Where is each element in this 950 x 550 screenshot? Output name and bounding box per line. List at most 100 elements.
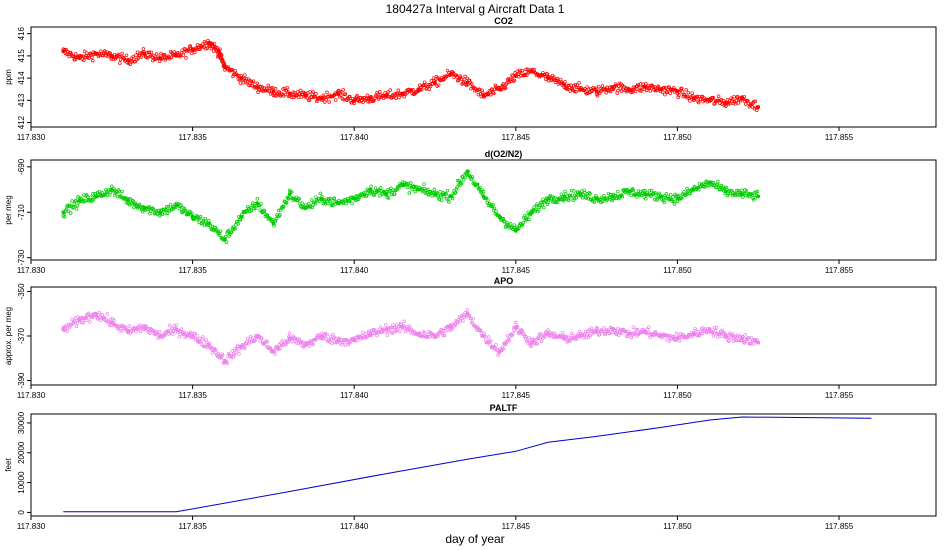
data-point bbox=[287, 91, 292, 96]
data-point bbox=[287, 192, 292, 197]
data-point bbox=[756, 340, 761, 345]
data-point bbox=[389, 96, 394, 100]
data-point bbox=[522, 73, 527, 77]
data-point bbox=[638, 82, 643, 86]
data-point bbox=[77, 56, 82, 61]
data-point bbox=[388, 88, 392, 92]
data-point bbox=[386, 90, 390, 94]
figure-title: 180427a Interval g Aircraft Data 1 bbox=[386, 2, 565, 16]
data-point bbox=[244, 209, 248, 213]
data-point bbox=[350, 201, 354, 206]
data-point bbox=[158, 56, 163, 61]
y-axis-label: feet bbox=[4, 458, 13, 472]
data-point bbox=[392, 326, 397, 330]
data-point bbox=[198, 215, 203, 219]
x-tick-label: 117.840 bbox=[340, 266, 369, 275]
data-point bbox=[643, 329, 648, 334]
data-point bbox=[279, 343, 284, 347]
data-point bbox=[503, 85, 508, 90]
data-point bbox=[174, 327, 179, 332]
data-point bbox=[696, 100, 701, 105]
data-point bbox=[666, 85, 671, 89]
data-point bbox=[629, 335, 633, 340]
data-point bbox=[520, 68, 525, 73]
data-point bbox=[545, 72, 550, 76]
data-point bbox=[478, 88, 482, 92]
data-point bbox=[319, 96, 324, 101]
data-point bbox=[677, 93, 681, 97]
data-point bbox=[744, 189, 749, 193]
x-tick-label: 117.830 bbox=[17, 266, 46, 275]
data-point bbox=[384, 327, 389, 332]
data-point bbox=[74, 198, 78, 203]
data-point bbox=[396, 325, 401, 329]
data-point bbox=[356, 197, 361, 201]
data-point bbox=[373, 186, 378, 190]
data-point bbox=[542, 334, 547, 339]
data-point bbox=[368, 187, 373, 192]
data-point bbox=[508, 222, 513, 226]
data-point bbox=[469, 317, 473, 321]
y-tick-label: -710 bbox=[17, 204, 26, 221]
data-point bbox=[508, 77, 512, 81]
data-point bbox=[511, 79, 516, 83]
data-point bbox=[616, 189, 620, 194]
data-point bbox=[740, 336, 745, 341]
data-point bbox=[251, 335, 255, 340]
data-point bbox=[594, 196, 599, 201]
data-point bbox=[675, 336, 680, 341]
data-point bbox=[357, 99, 362, 104]
data-point bbox=[219, 356, 224, 360]
data-point bbox=[501, 216, 506, 221]
plot-frame bbox=[30, 413, 937, 517]
data-point bbox=[238, 81, 243, 85]
data-point bbox=[279, 208, 283, 212]
data-point bbox=[449, 71, 454, 76]
data-point bbox=[287, 331, 292, 335]
data-point bbox=[634, 327, 639, 332]
data-point bbox=[684, 87, 688, 92]
data-point bbox=[96, 317, 100, 321]
data-point bbox=[619, 331, 624, 335]
data-point bbox=[524, 67, 528, 72]
data-point bbox=[578, 334, 583, 338]
x-tick-label: 117.855 bbox=[825, 391, 854, 400]
data-point bbox=[306, 201, 311, 206]
data-point bbox=[363, 190, 367, 195]
data-point bbox=[610, 194, 615, 199]
data-point bbox=[184, 209, 188, 213]
data-point bbox=[348, 199, 352, 204]
data-point bbox=[439, 198, 444, 202]
x-tick-label: 117.855 bbox=[825, 522, 854, 531]
y-tick-label: 20000 bbox=[17, 441, 26, 464]
data-point bbox=[147, 204, 152, 209]
data-point bbox=[746, 336, 750, 341]
data-point bbox=[105, 311, 110, 316]
data-point bbox=[385, 333, 390, 337]
data-point bbox=[109, 320, 114, 325]
data-point bbox=[66, 209, 71, 214]
data-point bbox=[281, 204, 285, 208]
data-point bbox=[222, 61, 226, 65]
data-point bbox=[430, 194, 434, 198]
data-point bbox=[124, 53, 129, 57]
data-point bbox=[580, 196, 585, 200]
data-point bbox=[716, 94, 721, 99]
data-point bbox=[453, 322, 458, 327]
data-point bbox=[647, 86, 651, 90]
data-point bbox=[734, 98, 738, 103]
data-point bbox=[558, 197, 563, 201]
data-point bbox=[90, 55, 94, 60]
data-point bbox=[490, 204, 495, 209]
data-point bbox=[627, 189, 631, 194]
data-point bbox=[675, 196, 680, 201]
data-point bbox=[74, 52, 78, 56]
data-point bbox=[439, 328, 444, 332]
data-point bbox=[124, 326, 128, 330]
data-point bbox=[298, 88, 303, 93]
data-point bbox=[643, 188, 647, 193]
data-point bbox=[489, 339, 493, 343]
data-point bbox=[210, 351, 215, 355]
data-point bbox=[505, 77, 510, 82]
